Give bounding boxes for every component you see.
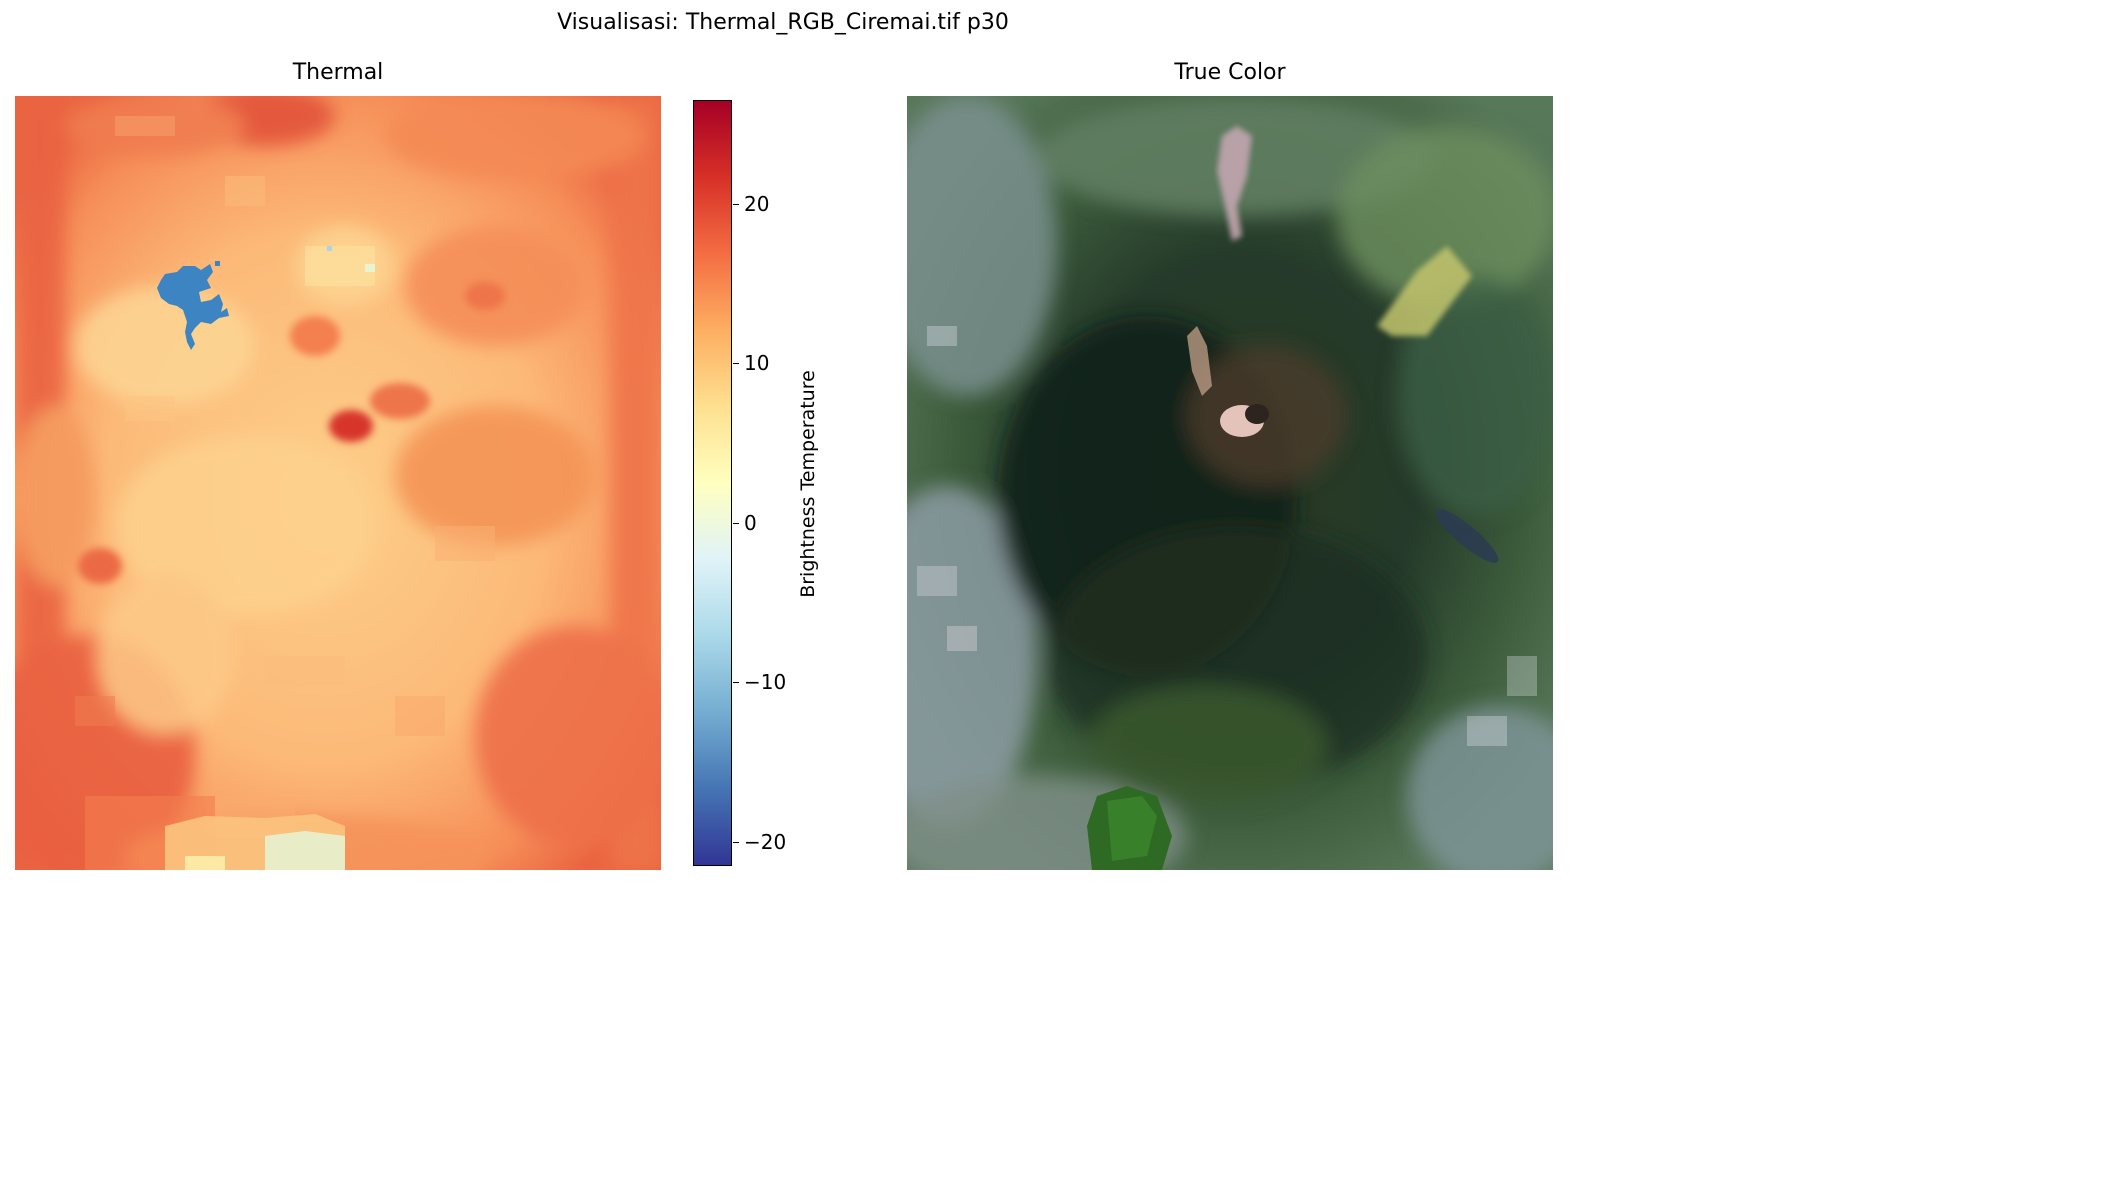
truecolor-title: True Color	[1174, 60, 1286, 85]
colorbar-tick-label: 0	[744, 510, 757, 535]
truecolor-image	[907, 96, 1553, 870]
truecolor-image-svg	[907, 96, 1553, 870]
thermal-heatmap-svg	[15, 96, 661, 870]
colorbar-tick-label: −20	[744, 830, 787, 855]
colorbar-tick-label: 20	[744, 191, 770, 216]
colorbar-tick-label: −10	[744, 670, 787, 695]
colorbar	[693, 100, 732, 866]
thermal-title: Thermal	[292, 60, 384, 85]
colorbar-tick-mark	[733, 522, 739, 524]
colorbar-tick-mark	[733, 203, 739, 205]
colorbar-tick-mark	[733, 682, 739, 684]
colorbar-tick-label: 10	[744, 351, 770, 376]
figure-title: Visualisasi: Thermal_RGB_Ciremai.tif p30	[557, 10, 1009, 35]
thermal-heatmap	[15, 96, 661, 870]
colorbar-label: Brightness Temperature	[797, 370, 819, 598]
colorbar-tick-mark	[733, 363, 739, 365]
colorbar-tick-mark	[733, 842, 739, 844]
